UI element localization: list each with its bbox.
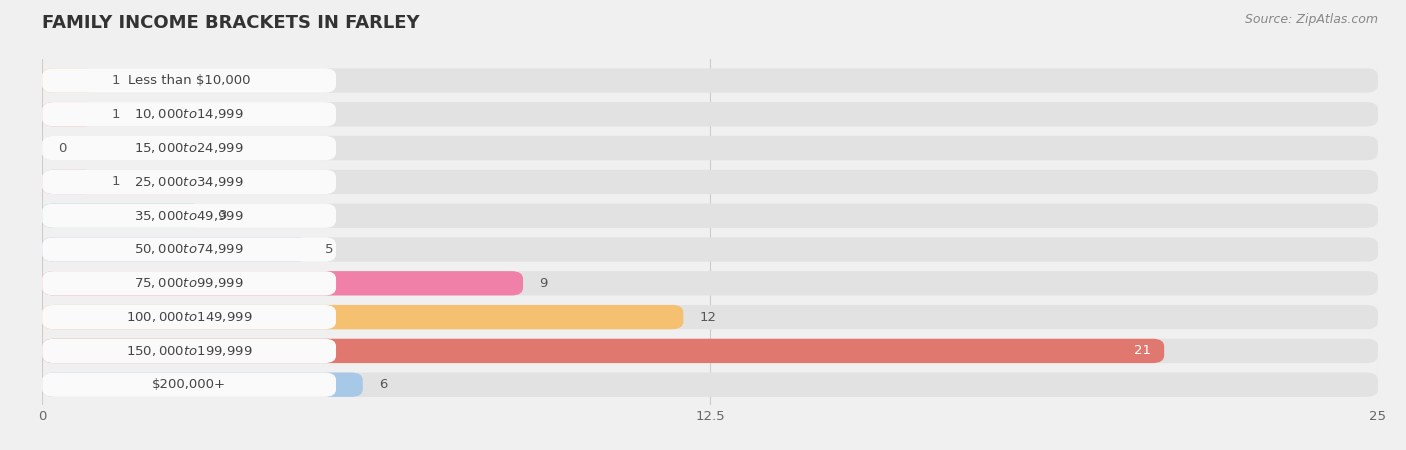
Text: $50,000 to $74,999: $50,000 to $74,999 <box>134 243 245 256</box>
Text: 21: 21 <box>1133 344 1150 357</box>
FancyBboxPatch shape <box>42 305 1378 329</box>
FancyBboxPatch shape <box>42 203 336 228</box>
Text: 6: 6 <box>378 378 387 391</box>
FancyBboxPatch shape <box>42 373 363 397</box>
Text: Less than $10,000: Less than $10,000 <box>128 74 250 87</box>
FancyBboxPatch shape <box>42 170 96 194</box>
Text: $75,000 to $99,999: $75,000 to $99,999 <box>134 276 245 290</box>
FancyBboxPatch shape <box>42 271 336 296</box>
Text: $10,000 to $14,999: $10,000 to $14,999 <box>134 107 245 122</box>
FancyBboxPatch shape <box>42 305 683 329</box>
Text: $25,000 to $34,999: $25,000 to $34,999 <box>134 175 245 189</box>
Text: $35,000 to $49,999: $35,000 to $49,999 <box>134 209 245 223</box>
FancyBboxPatch shape <box>42 271 523 296</box>
FancyBboxPatch shape <box>42 102 336 126</box>
Text: $15,000 to $24,999: $15,000 to $24,999 <box>134 141 245 155</box>
FancyBboxPatch shape <box>42 136 336 160</box>
Text: 12: 12 <box>699 310 716 324</box>
FancyBboxPatch shape <box>42 305 336 329</box>
FancyBboxPatch shape <box>42 170 336 194</box>
FancyBboxPatch shape <box>42 271 1378 296</box>
FancyBboxPatch shape <box>42 203 1378 228</box>
FancyBboxPatch shape <box>42 237 336 261</box>
Text: $200,000+: $200,000+ <box>152 378 226 391</box>
FancyBboxPatch shape <box>42 237 1378 261</box>
Text: 3: 3 <box>218 209 226 222</box>
FancyBboxPatch shape <box>42 136 1378 160</box>
FancyBboxPatch shape <box>42 68 1378 93</box>
Text: 1: 1 <box>111 176 120 189</box>
FancyBboxPatch shape <box>42 339 1378 363</box>
Text: $100,000 to $149,999: $100,000 to $149,999 <box>127 310 252 324</box>
Text: 1: 1 <box>111 74 120 87</box>
FancyBboxPatch shape <box>42 373 1378 397</box>
FancyBboxPatch shape <box>42 68 96 93</box>
FancyBboxPatch shape <box>42 339 1164 363</box>
FancyBboxPatch shape <box>42 102 1378 126</box>
FancyBboxPatch shape <box>42 339 336 363</box>
Text: FAMILY INCOME BRACKETS IN FARLEY: FAMILY INCOME BRACKETS IN FARLEY <box>42 14 420 32</box>
Text: $150,000 to $199,999: $150,000 to $199,999 <box>127 344 252 358</box>
FancyBboxPatch shape <box>42 373 336 397</box>
Text: 0: 0 <box>58 142 66 155</box>
FancyBboxPatch shape <box>42 203 202 228</box>
Text: Source: ZipAtlas.com: Source: ZipAtlas.com <box>1244 14 1378 27</box>
FancyBboxPatch shape <box>42 102 96 126</box>
FancyBboxPatch shape <box>42 170 1378 194</box>
FancyBboxPatch shape <box>42 68 336 93</box>
Text: 1: 1 <box>111 108 120 121</box>
FancyBboxPatch shape <box>42 237 309 261</box>
Text: 5: 5 <box>325 243 333 256</box>
Text: 9: 9 <box>538 277 547 290</box>
